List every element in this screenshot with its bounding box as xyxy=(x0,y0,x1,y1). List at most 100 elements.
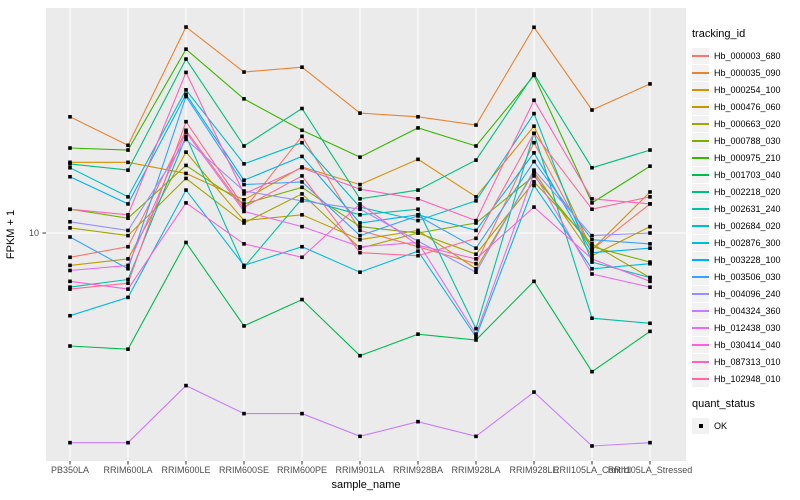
legend-item-label: Hb_102948_010 xyxy=(714,373,781,384)
legend-item-Hb_000035_090: Hb_000035_090 xyxy=(692,64,798,81)
legend-key-line-icon xyxy=(692,54,709,57)
data-point xyxy=(648,275,652,280)
legend-key-line-icon xyxy=(692,207,709,210)
legend-items: Hb_000003_680 Hb_000035_090 Hb_000254_100 H… xyxy=(692,47,798,387)
data-point xyxy=(300,255,304,260)
data-point xyxy=(532,180,536,184)
data-point xyxy=(532,131,536,136)
data-point xyxy=(358,205,362,209)
data-point xyxy=(242,202,246,206)
data-point xyxy=(416,332,420,336)
data-point xyxy=(184,94,188,99)
legend-key-box xyxy=(692,200,709,217)
data-point xyxy=(300,140,304,145)
data-point xyxy=(242,263,246,268)
data-point xyxy=(358,228,362,233)
legend-title-tracking-id: tracking_id xyxy=(692,28,746,40)
data-point xyxy=(358,244,362,249)
data-point xyxy=(242,192,246,196)
data-point xyxy=(416,157,420,162)
legend-key-box xyxy=(692,234,709,251)
legend-key-box xyxy=(692,98,709,115)
legend-item-label: Hb_000975_210 xyxy=(714,152,781,163)
data-point xyxy=(300,174,304,178)
data-point xyxy=(300,106,304,111)
legend-key-box xyxy=(692,285,709,302)
legend-key-box xyxy=(692,81,709,98)
legend-key-line-icon xyxy=(692,309,709,312)
data-point xyxy=(590,201,594,205)
data-point xyxy=(184,171,188,176)
data-point xyxy=(300,224,304,229)
data-point xyxy=(68,313,72,318)
data-point xyxy=(648,190,652,194)
legend-key-line-icon xyxy=(692,190,709,193)
legend-key-box xyxy=(692,336,709,353)
data-point xyxy=(184,70,188,75)
data-point xyxy=(648,231,652,235)
x-tick-label: RRIM600PE xyxy=(277,465,327,475)
legend-item-Hb_030414_040: Hb_030414_040 xyxy=(692,336,798,353)
data-point xyxy=(358,197,362,201)
data-point xyxy=(126,216,130,221)
plot-panel xyxy=(46,8,686,461)
data-point xyxy=(474,261,478,266)
legend-item-label: Hb_002684_020 xyxy=(714,220,781,231)
data-point xyxy=(68,285,72,289)
data-point xyxy=(416,214,420,218)
data-point xyxy=(358,250,362,255)
data-point xyxy=(590,260,594,264)
x-tick-label: RRIM928LE xyxy=(509,465,558,475)
legend-item-Hb_004324_360: Hb_004324_360 xyxy=(692,302,798,319)
data-point xyxy=(68,287,72,291)
data-point xyxy=(68,255,72,260)
data-point xyxy=(184,163,188,168)
ok-square-marker-icon xyxy=(698,423,703,428)
data-point xyxy=(184,57,188,61)
data-point xyxy=(68,226,72,230)
data-point xyxy=(358,212,362,217)
legend-item-ok: OK xyxy=(692,417,798,434)
data-point xyxy=(126,212,130,217)
legend-key-box xyxy=(692,149,709,166)
legend-item-Hb_002684_020: Hb_002684_020 xyxy=(692,217,798,234)
data-point xyxy=(300,197,304,201)
data-point xyxy=(300,134,304,139)
data-point xyxy=(184,201,188,205)
data-point xyxy=(126,281,130,286)
data-point xyxy=(532,174,536,178)
data-point xyxy=(184,383,188,388)
data-point xyxy=(474,228,478,233)
legend-item-Hb_000003_680: Hb_000003_680 xyxy=(692,47,798,64)
data-point xyxy=(184,137,188,142)
data-point xyxy=(358,207,362,212)
x-tick-label: PB350LA xyxy=(51,465,89,475)
data-point xyxy=(242,242,246,246)
data-point xyxy=(126,263,130,268)
data-point xyxy=(648,164,652,168)
x-tick-label: RRIM600LE xyxy=(161,465,210,475)
data-point xyxy=(590,108,594,112)
data-point xyxy=(358,233,362,238)
data-point xyxy=(648,195,652,199)
data-point xyxy=(300,165,304,170)
data-point xyxy=(300,192,304,196)
data-point xyxy=(358,221,362,225)
legend-key-box xyxy=(692,64,709,81)
data-point xyxy=(242,324,246,328)
data-point xyxy=(300,297,304,302)
data-point xyxy=(68,219,72,224)
legend-quant-status: quant_status OK xyxy=(692,398,798,434)
data-point xyxy=(416,218,420,223)
data-point xyxy=(648,440,652,445)
legend-item-label: Hb_000663_020 xyxy=(714,118,781,129)
legend-item-label: Hb_003506_030 xyxy=(714,271,781,282)
legend-key-line-icon xyxy=(692,224,709,227)
legend-tracking-id: tracking_id Hb_000003_680 Hb_000035_090 Hb… xyxy=(692,28,798,387)
data-point xyxy=(474,246,478,250)
legend-item-Hb_003228_100: Hb_003228_100 xyxy=(692,251,798,268)
data-point xyxy=(474,221,478,225)
legend-key-line-icon xyxy=(692,173,709,176)
data-point xyxy=(242,70,246,74)
data-point xyxy=(126,244,130,249)
